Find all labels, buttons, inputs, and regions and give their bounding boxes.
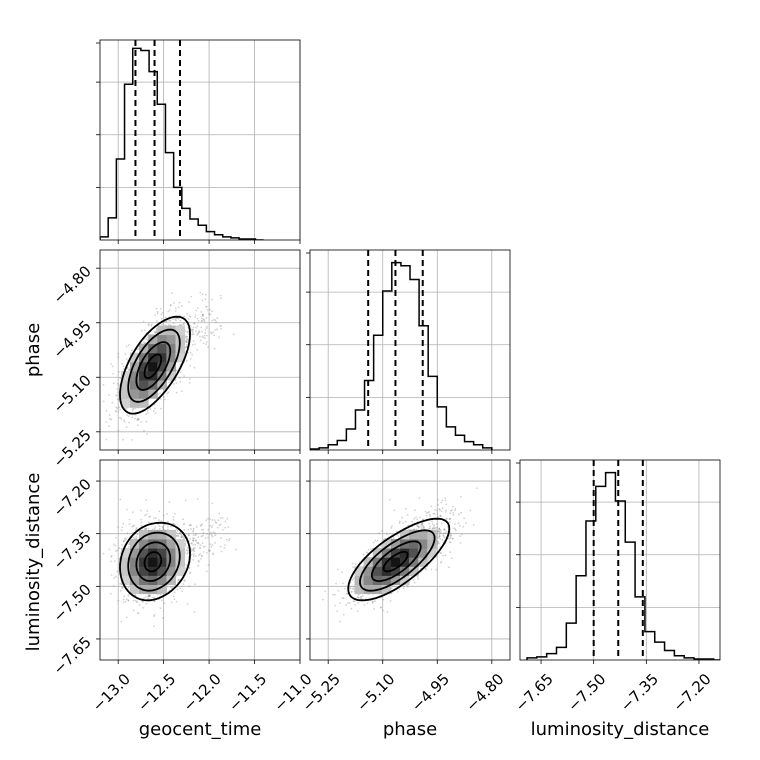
density-blocks-phase-luminosity_distance: [354, 529, 437, 595]
y-tick-label-phase: −4.95: [50, 317, 95, 362]
panel-geocent_time-phase: −5.25 −5.10 −4.95 −4.80: [50, 249, 301, 471]
x-tick-label-geocent_time: −12.5: [134, 670, 179, 715]
contour-1: [135, 341, 172, 391]
contour-3: [347, 517, 451, 602]
contour-0: [382, 550, 409, 573]
x-tick-label-phase: −4.80: [462, 670, 507, 715]
panel-geocent_time-geocent_time: [96, 39, 301, 244]
x-tick-label-luminosity_distance: −7.65: [512, 670, 557, 715]
panel-phase-phase: [306, 249, 511, 454]
x-tick-label-geocent_time: −12.0: [180, 670, 225, 715]
grid-lines: [100, 250, 301, 450]
x-tick-label-luminosity_distance: −7.50: [564, 670, 609, 715]
x-tick-label-geocent_time: −13.0: [89, 670, 134, 715]
y-tick-label-phase: −5.10: [50, 371, 95, 416]
x-tick-label-luminosity_distance: −7.20: [669, 670, 714, 715]
density-blocks-geocent_time-luminosity_distance: [120, 529, 186, 595]
contour-3: [119, 521, 191, 602]
panel-luminosity_distance-luminosity_distance: −7.65 −7.50 −7.35 −7.20: [512, 459, 721, 715]
grid-lines: [520, 460, 720, 660]
x-axis-label-luminosity-distance: luminosity_distance: [531, 719, 710, 740]
x-axis-label-geocent-time: geocent_time: [139, 719, 262, 740]
y-tick-label-luminosity_distance: −7.50: [50, 580, 95, 625]
contour-0: [143, 551, 163, 573]
contour-2: [127, 328, 181, 403]
contour-3: [119, 315, 191, 415]
contour-2: [359, 529, 436, 592]
panel-frame: [519, 459, 721, 661]
panel-frame: [309, 249, 511, 451]
x-axis-label-phase: phase: [383, 719, 437, 740]
y-tick-label-luminosity_distance: −7.20: [50, 475, 95, 520]
contour-1: [370, 540, 422, 583]
histogram-phase: [310, 261, 493, 450]
x-tick-label-phase: −4.95: [408, 670, 453, 715]
x-tick-label-phase: −5.10: [353, 670, 398, 715]
y-axis-label-luminosity-distance: luminosity_distance: [23, 473, 44, 652]
panel-phase-luminosity_distance: −5.25 −5.10 −4.95 −4.80: [299, 459, 511, 715]
grid-lines: [310, 460, 510, 660]
y-tick-label-luminosity_distance: −7.65: [50, 633, 95, 678]
grid-lines: [310, 250, 510, 450]
panel-frame: [309, 459, 511, 661]
contour-1: [135, 541, 172, 582]
x-tick-label-luminosity_distance: −7.35: [617, 670, 662, 715]
grid-lines: [100, 40, 301, 240]
y-tick-label-phase: −4.80: [50, 262, 95, 307]
contour-2: [127, 531, 181, 592]
panel-geocent_time-luminosity_distance: −13.0 −12.5 −12.0 −11.5 −11.0−7.65−7.50−7.35…: [50, 459, 316, 715]
panel-frame: [99, 249, 301, 451]
contour-0: [143, 353, 163, 380]
x-tick-label-geocent_time: −11.5: [225, 670, 270, 715]
histogram-luminosity_distance: [526, 471, 720, 660]
panel-frame: [99, 39, 301, 241]
y-tick-label-luminosity_distance: −7.35: [50, 528, 95, 573]
y-axis-label-phase: phase: [23, 323, 44, 377]
y-tick-label-phase: −5.25: [50, 426, 95, 471]
panel-frame: [99, 459, 301, 661]
histogram-geocent_time: [100, 47, 264, 240]
